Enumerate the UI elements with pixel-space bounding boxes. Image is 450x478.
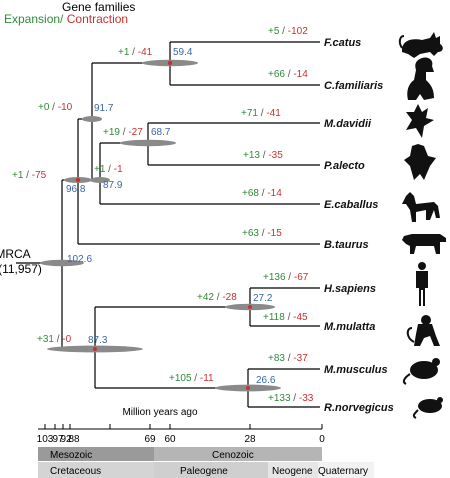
time-axis: Million years ago 103 97 92 88 69 60 28 … bbox=[37, 407, 326, 445]
scrotifera-ellipse bbox=[90, 177, 110, 183]
cow-icon bbox=[402, 234, 446, 254]
legend: Expansion/ Contraction bbox=[4, 12, 128, 26]
taxon-change-0: +5 / -102 bbox=[268, 26, 308, 37]
taxon-name-7: M.mulatta bbox=[324, 321, 375, 333]
root-label: MRCA bbox=[0, 247, 31, 261]
taxon-change-labels: +5 / -102 +66 / -14 +71 / -41 +13 / -35 … bbox=[241, 26, 314, 404]
mouse-icon bbox=[402, 358, 440, 385]
chiroptera-ellipse bbox=[120, 139, 176, 147]
legend-separator: / bbox=[60, 12, 64, 26]
taxon-change-1: +66 / -14 bbox=[268, 69, 308, 80]
tick-label: 97 bbox=[52, 434, 64, 445]
taxon-name-2: M.davidii bbox=[324, 118, 372, 130]
node-markers bbox=[40, 59, 281, 392]
scrotifera-value: 87.9 bbox=[103, 180, 123, 191]
period-cretaceous-band bbox=[38, 462, 154, 478]
taxon-name-8: M.musculus bbox=[324, 364, 388, 376]
dog-icon bbox=[407, 57, 434, 100]
human-icon bbox=[416, 262, 428, 306]
taxon-name-9: R.norvegicus bbox=[324, 402, 394, 414]
period-cretaceous: Cretaceous bbox=[50, 466, 101, 477]
legend-contraction: Contraction bbox=[63, 12, 128, 26]
taxon-name-0: F.catus bbox=[324, 37, 361, 49]
era-mesozoic-band bbox=[38, 447, 154, 461]
monkey-icon bbox=[406, 315, 440, 346]
internal-node-labels: +1 / -41 59.4 +0 / -10 91.7 +19 / -27 68… bbox=[12, 47, 276, 386]
rodentia-value: 26.6 bbox=[256, 375, 276, 386]
tree-branches bbox=[16, 41, 320, 408]
laurasiatheria-change: +0 / -10 bbox=[38, 102, 73, 113]
tick-label: 88 bbox=[68, 434, 80, 445]
legend-expansion: Expansion bbox=[4, 12, 60, 26]
period-neogene: Neogene bbox=[272, 466, 313, 477]
euarchontoglires-value: 87.3 bbox=[88, 335, 108, 346]
laurasia-base-change: +1 / -75 bbox=[12, 170, 47, 181]
euarchontoglires-change: +31 / -0 bbox=[37, 334, 72, 345]
scrotifera-change: +1 / -1 bbox=[94, 164, 123, 175]
era-cenozoic-band bbox=[154, 447, 322, 461]
header-title: Gene families bbox=[62, 0, 135, 14]
tick-label: 92 bbox=[60, 434, 72, 445]
taxon-change-9: +133 / -33 bbox=[268, 393, 314, 404]
period-neogene-band bbox=[268, 462, 318, 478]
taxon-name-5: B.taurus bbox=[324, 239, 369, 251]
chiroptera-change: +19 / -27 bbox=[103, 127, 143, 138]
geologic-timescale: Mesozoic Cenozoic Cretaceous Paleogene N… bbox=[38, 447, 374, 478]
carnivora-value: 59.4 bbox=[173, 47, 193, 58]
taxon-change-3: +13 / -35 bbox=[243, 150, 283, 161]
taxon-change-7: +118 / -45 bbox=[263, 312, 308, 323]
taxon-change-8: +83 / -37 bbox=[268, 353, 308, 364]
taxon-name-6: H.sapiens bbox=[324, 283, 376, 295]
taxon-name-3: P.alecto bbox=[324, 160, 365, 172]
rat-icon bbox=[412, 397, 443, 419]
period-quaternary-band bbox=[318, 462, 374, 478]
period-paleogene: Paleogene bbox=[180, 466, 228, 477]
taxon-change-4: +68 / -14 bbox=[242, 188, 282, 199]
taxon-names: F.catus C.familiaris M.davidii P.alecto … bbox=[324, 37, 394, 414]
laurasia-base-value: 96.8 bbox=[66, 184, 86, 195]
chiroptera-value: 68.7 bbox=[151, 127, 171, 138]
fruit-bat-icon bbox=[404, 144, 436, 180]
tick-label: 60 bbox=[164, 434, 176, 445]
era-cenozoic: Cenozoic bbox=[212, 450, 254, 461]
carnivora-change: +1 / -41 bbox=[118, 47, 153, 58]
laurasiatheria-ellipse bbox=[82, 116, 102, 122]
era-mesozoic: Mesozoic bbox=[50, 450, 92, 461]
primates-value: 27.2 bbox=[253, 293, 273, 304]
animal-silhouettes bbox=[398, 32, 446, 419]
root-ellipse bbox=[40, 259, 84, 267]
horse-icon bbox=[402, 192, 440, 222]
rodentia-change: +105 / -11 bbox=[169, 373, 214, 384]
taxon-change-6: +136 / -67 bbox=[263, 272, 309, 283]
taxon-name-1: C.familiaris bbox=[324, 80, 383, 92]
taxon-change-2: +71 / -41 bbox=[241, 108, 281, 119]
period-quaternary: Quaternary bbox=[318, 466, 368, 477]
tick-label: 0 bbox=[319, 434, 325, 445]
tick-label: 69 bbox=[144, 434, 156, 445]
axis-title: Million years ago bbox=[122, 407, 197, 418]
taxon-change-5: +63 / -15 bbox=[242, 228, 282, 239]
primates-change: +42 / -28 bbox=[197, 292, 237, 303]
laurasiatheria-value: 91.7 bbox=[94, 103, 114, 114]
bat-icon bbox=[406, 104, 434, 138]
cat-icon bbox=[398, 32, 443, 58]
root-gene-count: (11,957) bbox=[0, 262, 42, 276]
period-paleogene-band bbox=[154, 462, 268, 478]
boreoeutheria-value: 102.6 bbox=[67, 254, 92, 265]
taxon-name-4: E.caballus bbox=[324, 199, 378, 211]
tick-label: 28 bbox=[244, 434, 256, 445]
tick-label: 103 bbox=[37, 434, 54, 445]
